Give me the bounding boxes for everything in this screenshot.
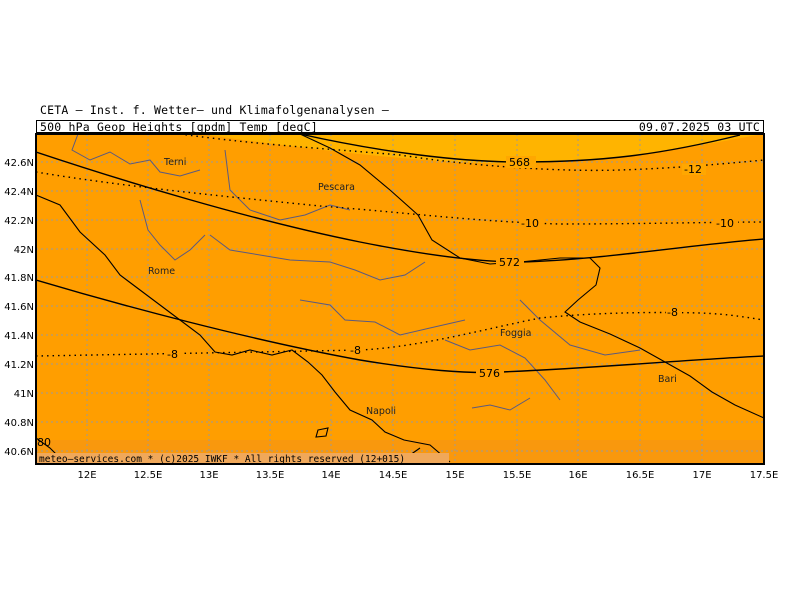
map-frame bbox=[35, 133, 765, 465]
lon-label-12: 12E bbox=[77, 470, 96, 481]
lat-label-40-6: 40.6N bbox=[4, 447, 34, 458]
lat-label-40-8: 40.8N bbox=[4, 418, 34, 429]
city-foggia: Foggia bbox=[500, 328, 531, 339]
longitude-axis: 12E 12.5E 13E 13.5E 14E 14.5E 15E 15.5E … bbox=[77, 470, 778, 481]
lon-label-15-5: 15.5E bbox=[503, 470, 532, 481]
warm-region bbox=[200, 134, 764, 164]
lon-label-13: 13E bbox=[199, 470, 218, 481]
temp-label-minus10-a: -10 bbox=[521, 217, 539, 230]
title-bar: 500 hPa Geop Heights [gpdm] Temp [degC] … bbox=[36, 120, 764, 134]
city-napoli: Napoli bbox=[366, 406, 396, 417]
lat-label-41-8: 41.8N bbox=[4, 273, 34, 284]
city-pescara: Pescara bbox=[318, 182, 355, 193]
lon-label-16: 16E bbox=[568, 470, 587, 481]
institute-title: CETA – Inst. f. Wetter– und Klimafolgena… bbox=[40, 103, 390, 117]
temp-label-minus10-b: -10 bbox=[716, 217, 734, 230]
lon-label-17-5: 17.5E bbox=[750, 470, 779, 481]
valid-time: 09.07.2025 03 UTC bbox=[638, 120, 760, 134]
city-labels: Terni Pescara Rome Foggia Bari Napoli bbox=[148, 157, 677, 417]
lon-label-17: 17E bbox=[692, 470, 711, 481]
map-background bbox=[36, 134, 764, 464]
lat-label-41: 41N bbox=[14, 389, 34, 400]
contour-label-572: 572 bbox=[499, 256, 520, 269]
temp-label-minus8-b: -8 bbox=[350, 344, 361, 357]
lat-label-41-6: 41.6N bbox=[4, 302, 34, 313]
lon-label-13-5: 13.5E bbox=[256, 470, 285, 481]
city-bari: Bari bbox=[658, 374, 677, 385]
lat-label-42-2: 42.2N bbox=[4, 216, 34, 227]
lat-label-42-4: 42.4N bbox=[4, 187, 34, 198]
lon-label-14-5: 14.5E bbox=[379, 470, 408, 481]
footer-credit: meteo–services.com * (c)2025 IWKF * All … bbox=[39, 454, 405, 465]
lat-label-41-2: 41.2N bbox=[4, 360, 34, 371]
product-title: 500 hPa Geop Heights [gpdm] Temp [degC] bbox=[40, 120, 318, 134]
footer-background bbox=[37, 453, 449, 463]
lat-label-42: 42N bbox=[14, 245, 34, 256]
temp-label-minus12: -12 bbox=[684, 163, 702, 176]
lon-label-15: 15E bbox=[445, 470, 464, 481]
temp-label-minus8-c: -8 bbox=[667, 306, 678, 319]
geopotential-labels: 568 572 576 bbox=[476, 156, 536, 380]
lon-label-16-5: 16.5E bbox=[626, 470, 655, 481]
lat-label-41-4: 41.4N bbox=[4, 331, 34, 342]
lon-label-14: 14E bbox=[321, 470, 340, 481]
lat-label-42-6: 42.6N bbox=[4, 158, 34, 169]
city-rome: Rome bbox=[148, 266, 175, 277]
city-terni: Terni bbox=[163, 157, 186, 168]
regional-borders bbox=[71, 134, 641, 411]
lon-label-12-5: 12.5E bbox=[134, 470, 163, 481]
contour-label-568: 568 bbox=[509, 156, 530, 169]
contour-label-576: 576 bbox=[479, 367, 500, 380]
edge-contour-label: 80 bbox=[37, 436, 51, 449]
latitude-axis: 42.6N 42.4N 42.2N 42N 41.8N 41.6N 41.4N … bbox=[4, 158, 34, 458]
temperature-labels: -12 -10 -10 -8 -8 -8 80 bbox=[37, 163, 738, 449]
temp-label-minus8-a: -8 bbox=[167, 348, 178, 361]
